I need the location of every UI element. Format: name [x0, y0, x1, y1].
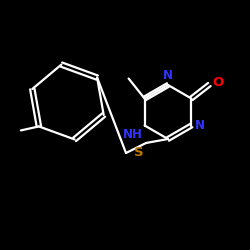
Text: N: N: [194, 119, 204, 132]
Text: N: N: [163, 69, 173, 82]
Text: O: O: [212, 76, 224, 89]
Text: NH: NH: [123, 128, 142, 141]
Text: S: S: [134, 146, 144, 159]
